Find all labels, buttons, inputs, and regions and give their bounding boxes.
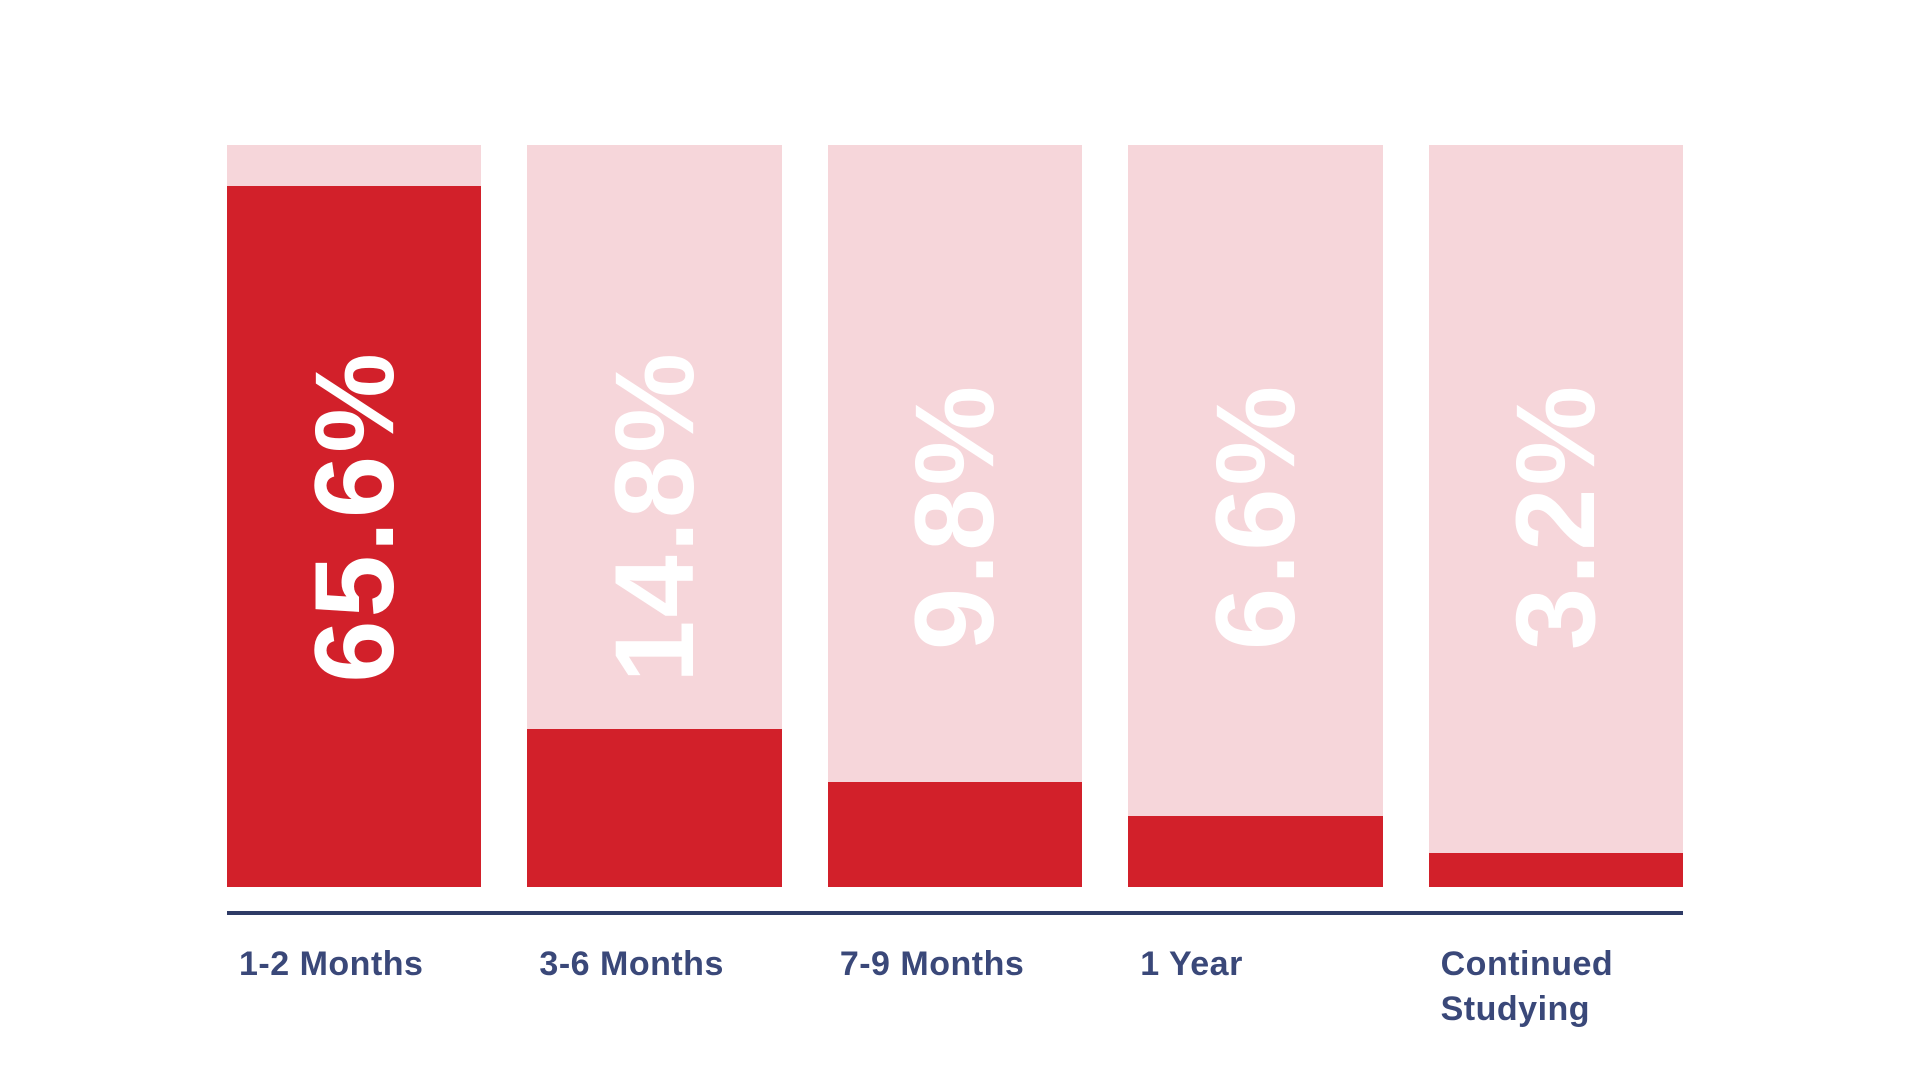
bar-track: 14.8% bbox=[527, 145, 782, 887]
bar-fill bbox=[227, 186, 482, 887]
bar-column-continued-studying: 3.2% bbox=[1428, 145, 1684, 887]
bar-track: 3.2% bbox=[1428, 145, 1684, 887]
bar-value-label: 65.6% bbox=[291, 349, 417, 683]
x-axis-label: 7-9 Months bbox=[839, 945, 1025, 983]
bar-value-label-wrap: 6.6% bbox=[1128, 145, 1382, 887]
bar-value-label-wrap: 65.6% bbox=[227, 145, 481, 887]
bar-value-label: 9.8% bbox=[892, 382, 1018, 650]
bar-fill bbox=[827, 782, 1083, 887]
bar-track: 65.6% bbox=[227, 145, 482, 887]
x-axis-label: 3-6 Months bbox=[539, 945, 724, 983]
bar-value-label: 6.6% bbox=[1192, 382, 1318, 650]
bar-track: 6.6% bbox=[1128, 145, 1383, 887]
x-axis-labels-row: 1-2 Months 3-6 Months 7-9 Months 1 Year … bbox=[227, 942, 1683, 1032]
bar-value-label-wrap: 3.2% bbox=[1429, 145, 1683, 887]
bar-column-3-6-months: 14.8% bbox=[527, 145, 782, 887]
x-axis-label: Continued Studying bbox=[1440, 945, 1614, 1028]
bar-fill bbox=[527, 728, 782, 887]
bar-value-label: 3.2% bbox=[1493, 382, 1619, 650]
x-axis-line bbox=[227, 911, 1683, 915]
bar-fill bbox=[1428, 852, 1684, 887]
bar-track: 9.8% bbox=[827, 145, 1083, 887]
bar-value-label-wrap: 14.8% bbox=[527, 145, 781, 887]
bar-column-1-2-months: 65.6% bbox=[227, 145, 482, 887]
x-axis-label: 1-2 Months bbox=[239, 945, 424, 983]
bar-column-7-9-months: 9.8% bbox=[827, 145, 1083, 887]
bars-row: 65.6% 14.8% 9.8% bbox=[227, 145, 1684, 887]
chart-area: 65.6% 14.8% 9.8% bbox=[227, 145, 1684, 1032]
bar-column-1-year: 6.6% bbox=[1128, 145, 1383, 887]
bar-value-label-wrap: 9.8% bbox=[828, 145, 1082, 887]
x-axis-label: 1 Year bbox=[1140, 945, 1243, 983]
bar-fill bbox=[1128, 816, 1383, 887]
bar-value-label: 14.8% bbox=[592, 349, 718, 683]
